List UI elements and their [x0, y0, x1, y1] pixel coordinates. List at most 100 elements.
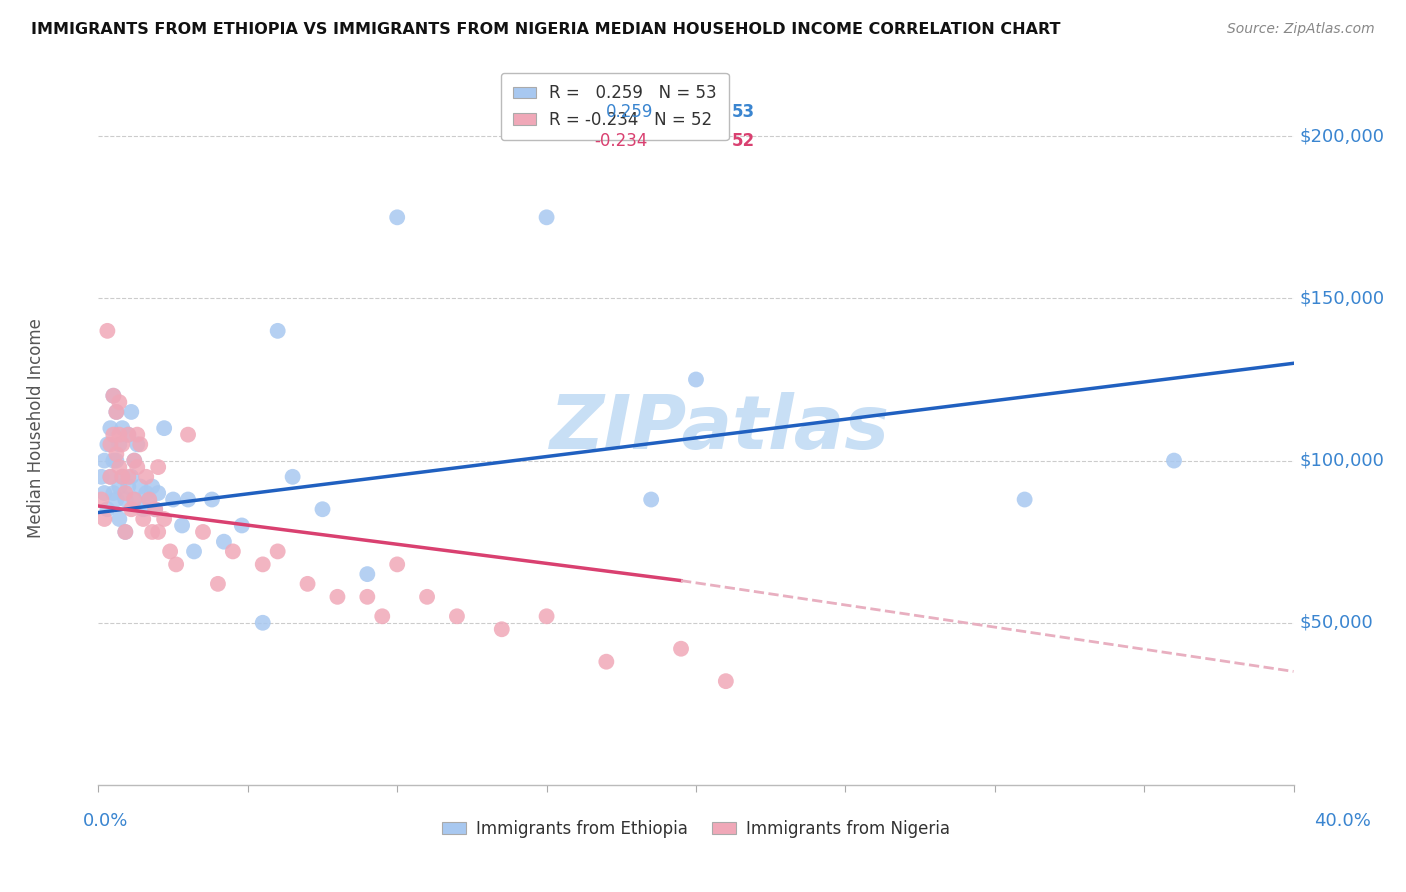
Point [297, 577, 319, 591]
Point [129, 479, 152, 493]
Point [103, 389, 125, 403]
Point [105, 405, 128, 419]
Point [124, 453, 146, 467]
Point [96, 437, 118, 451]
Point [103, 453, 125, 467]
Text: $200,000: $200,000 [1299, 128, 1385, 145]
Point [124, 492, 146, 507]
Point [252, 558, 274, 572]
Point [93, 453, 115, 467]
Point [93, 512, 115, 526]
Point [371, 609, 394, 624]
Point [153, 421, 176, 435]
Text: 0.0%: 0.0% [83, 812, 128, 830]
Point [536, 211, 558, 225]
Point [143, 502, 166, 516]
Point [90, 470, 112, 484]
Point [148, 524, 170, 539]
Point [108, 460, 131, 475]
Point [148, 460, 170, 475]
Point [108, 512, 131, 526]
Text: 53: 53 [733, 103, 755, 121]
Point [159, 544, 181, 558]
Point [212, 534, 235, 549]
Point [114, 524, 136, 539]
Point [108, 437, 131, 451]
Point [162, 492, 184, 507]
Text: -0.234: -0.234 [595, 132, 648, 150]
Point [536, 609, 558, 624]
Point [416, 590, 439, 604]
Point [114, 492, 136, 507]
Point [385, 211, 409, 225]
Point [117, 479, 139, 493]
Point [172, 518, 194, 533]
Point [207, 577, 229, 591]
Point [143, 502, 166, 516]
Point [1163, 453, 1185, 467]
Point [90, 492, 112, 507]
Point [105, 447, 128, 461]
Point [111, 421, 134, 435]
Point [114, 486, 136, 500]
Point [117, 427, 139, 442]
Text: ZIPatlas: ZIPatlas [550, 392, 890, 465]
Point [127, 437, 149, 451]
Point [141, 524, 163, 539]
Text: Source: ZipAtlas.com: Source: ZipAtlas.com [1227, 22, 1375, 37]
Point [103, 389, 125, 403]
Point [127, 427, 149, 442]
Point [595, 655, 617, 669]
Point [117, 470, 139, 484]
Point [111, 470, 134, 484]
Point [1014, 492, 1036, 507]
Point [127, 460, 149, 475]
Point [108, 395, 131, 409]
Point [105, 405, 128, 419]
Legend: Immigrants from Ethiopia, Immigrants from Nigeria: Immigrants from Ethiopia, Immigrants fro… [436, 814, 956, 845]
Point [714, 674, 737, 689]
Point [117, 427, 139, 442]
Point [129, 437, 152, 451]
Point [177, 492, 200, 507]
Point [231, 518, 253, 533]
Text: $100,000: $100,000 [1299, 451, 1385, 469]
Point [201, 492, 224, 507]
Point [148, 486, 170, 500]
Point [385, 558, 409, 572]
Point [124, 453, 146, 467]
Point [132, 502, 155, 516]
Point [103, 486, 125, 500]
Point [124, 492, 146, 507]
Point [183, 544, 205, 558]
Point [135, 470, 157, 484]
Point [111, 437, 134, 451]
Point [98, 421, 122, 435]
Point [108, 479, 131, 493]
Text: IMMIGRANTS FROM ETHIOPIA VS IMMIGRANTS FROM NIGERIA MEDIAN HOUSEHOLD INCOME CORR: IMMIGRANTS FROM ETHIOPIA VS IMMIGRANTS F… [31, 22, 1060, 37]
Point [356, 590, 378, 604]
Point [103, 427, 125, 442]
Point [267, 324, 290, 338]
Text: 40.0%: 40.0% [1315, 812, 1371, 830]
Point [98, 470, 122, 484]
Point [98, 437, 122, 451]
Text: 52: 52 [733, 132, 755, 150]
Point [132, 512, 155, 526]
Point [669, 641, 692, 656]
Point [165, 558, 187, 572]
Text: $150,000: $150,000 [1299, 289, 1385, 308]
Point [252, 615, 274, 630]
Point [177, 427, 200, 442]
Point [135, 486, 157, 500]
Point [640, 492, 662, 507]
Point [93, 486, 115, 500]
Point [114, 524, 136, 539]
Point [108, 427, 131, 442]
Text: $50,000: $50,000 [1299, 614, 1374, 632]
Point [356, 567, 378, 582]
Point [138, 492, 160, 507]
Point [281, 470, 304, 484]
Point [96, 502, 118, 516]
Point [120, 502, 142, 516]
